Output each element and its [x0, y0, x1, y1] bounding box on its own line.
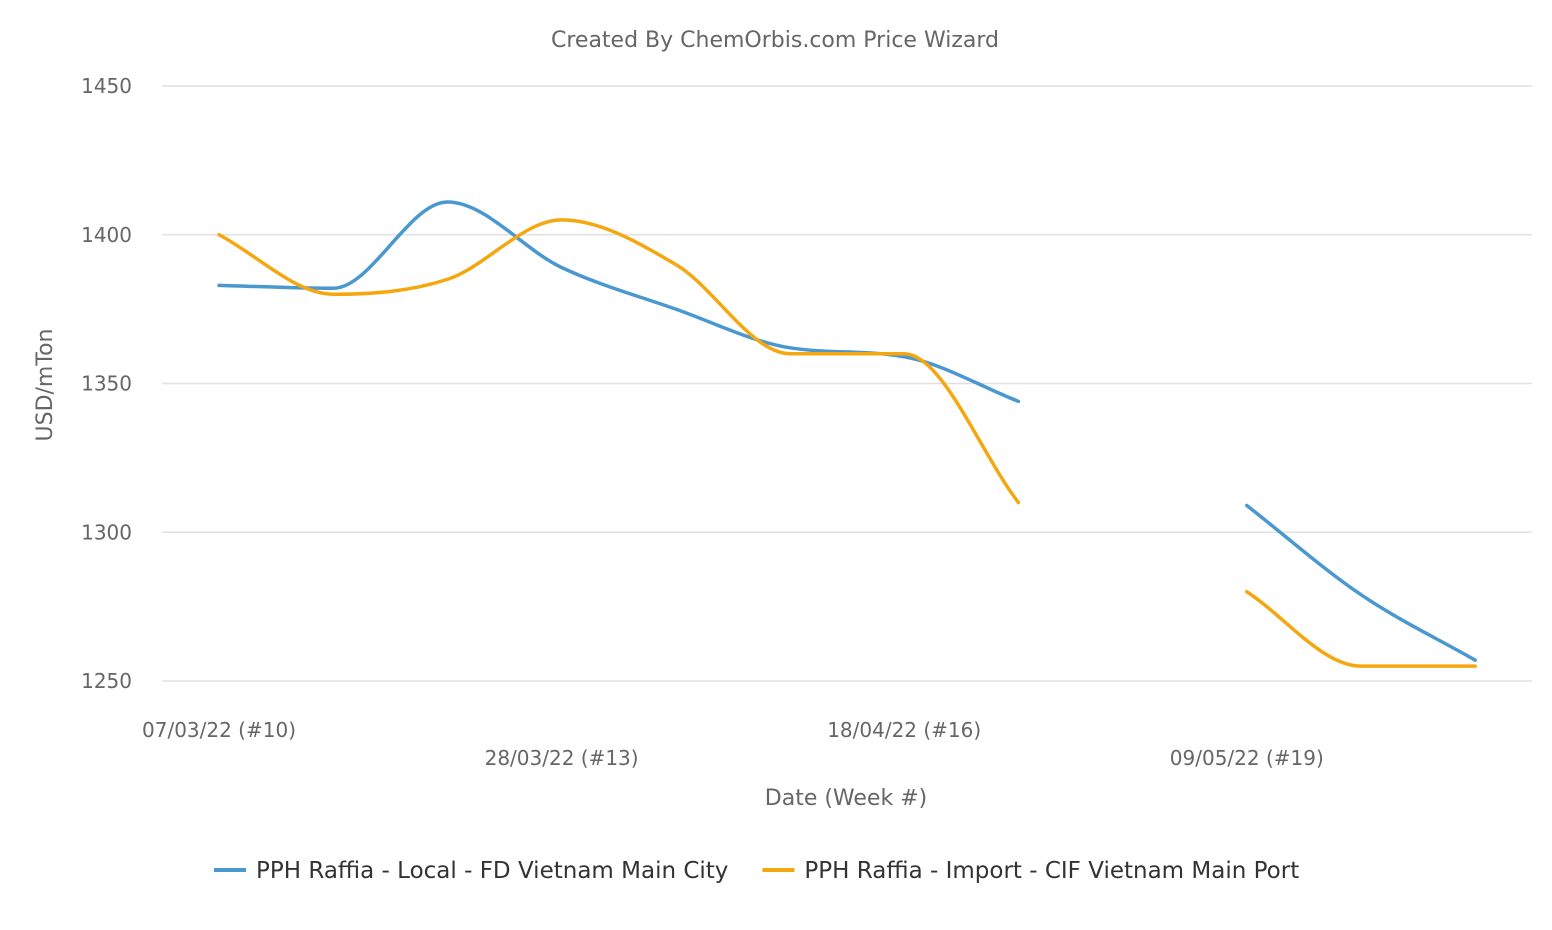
y-tick-label: 1400	[81, 223, 132, 247]
gridlines	[162, 85, 1532, 682]
x-tick-label: 18/04/22 (#16)	[827, 718, 981, 742]
x-tick-label: 09/05/22 (#19)	[1170, 746, 1324, 770]
x-axis-ticks: 07/03/22 (#10) 28/03/22 (#13) 18/04/22 (#1…	[142, 718, 1324, 770]
x-tick-label: 28/03/22 (#13)	[485, 746, 639, 770]
series-lines	[217, 200, 1477, 668]
y-tick-label: 1250	[81, 669, 132, 693]
y-axis-title: USD/mTon	[33, 329, 58, 442]
y-tick-label: 1300	[81, 520, 132, 544]
series-line-2-segment-2	[1245, 590, 1477, 668]
y-tick-label: 1350	[81, 372, 132, 396]
legend-item-1: PPH Raffia - Local - FD Vietnam Main Cit…	[256, 858, 728, 884]
series-line-1-segment-2	[1245, 503, 1477, 662]
x-tick-label: 07/03/22 (#10)	[142, 718, 296, 742]
x-axis-title: Date (Week #)	[765, 786, 927, 811]
y-axis-ticks: 1250 1300 1350 1400 1450	[81, 74, 132, 693]
y-tick-label: 1450	[81, 74, 132, 98]
legend-item-2: PPH Raffia - Import - CIF Vietnam Main P…	[804, 858, 1299, 884]
chart-title: Created By ChemOrbis.com Price Wizard	[551, 28, 999, 53]
legend: PPH Raffia - Local - FD Vietnam Main Cit…	[214, 858, 1299, 884]
series-line-2-segment-1	[217, 218, 1021, 505]
